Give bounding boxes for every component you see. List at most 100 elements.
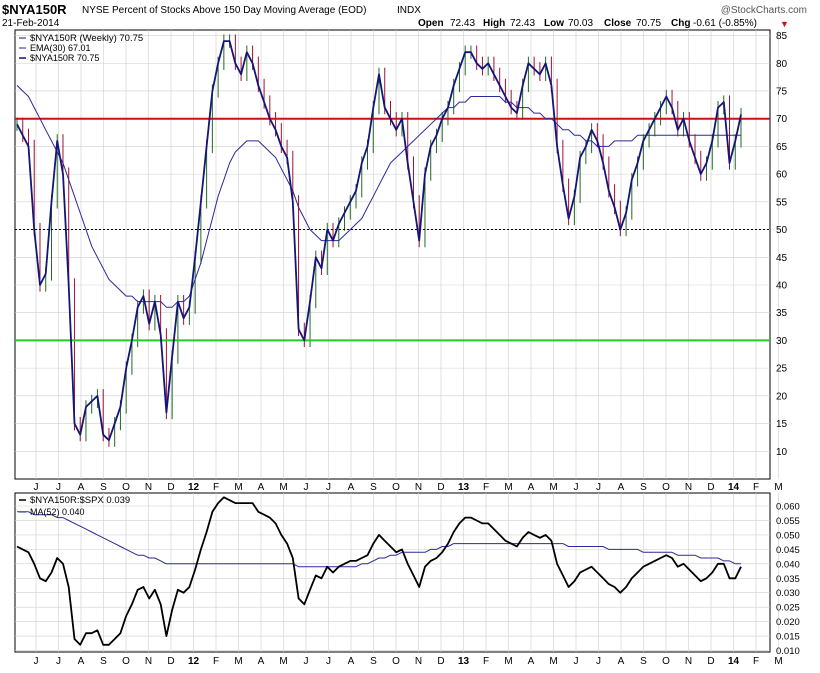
x-tick-label: J [34, 656, 39, 667]
x-tick-label: M [504, 656, 512, 667]
x-tick-label: J [56, 482, 61, 493]
close-value: 70.75 [636, 18, 661, 29]
high-label: High [483, 18, 505, 29]
price-line [16, 40, 742, 442]
x-tick-label: S [640, 656, 647, 667]
x-tick-label: A [348, 656, 355, 667]
y-tick-label: 85 [776, 31, 788, 42]
watermark: @StockCharts.com [721, 5, 807, 16]
x-tick-label: M [504, 482, 512, 493]
x-tick-label: N [145, 656, 152, 667]
x-tick-label: M [279, 656, 287, 667]
x-tick-label: F [483, 656, 489, 667]
x-tick-label: O [662, 656, 670, 667]
x-tick-label: M [774, 482, 782, 493]
reference-lines [15, 117, 770, 342]
x-tick-label: O [662, 482, 670, 493]
x-tick-label: S [370, 656, 377, 667]
price-y-axis: 10 15 20 25 30 35 40 45 50 55 60 65 70 75 80 85 [776, 31, 788, 458]
x-tick-label: D [437, 482, 444, 493]
chart-title: NYSE Percent of Stocks Above 150 Day Mov… [82, 5, 366, 16]
x-tick-label: A [258, 482, 265, 493]
y-tick-label: 0.010 [776, 646, 800, 657]
x-tick-label: F [213, 482, 219, 493]
price-panel [14, 29, 771, 480]
x-tick-label: S [100, 482, 107, 493]
chg-label: Chg [671, 18, 690, 29]
x-tick-label: 14 [728, 656, 740, 667]
x-tick-label: N [685, 482, 692, 493]
high-value: 72.43 [510, 18, 535, 29]
x-tick-label: 12 [188, 482, 200, 493]
y-tick-label: 0.060 [776, 502, 800, 513]
ratio-y-axis: 0.010 0.015 0.020 0.025 0.030 0.035 0.040 0.045… [776, 502, 800, 658]
x-tick-label: F [753, 482, 759, 493]
x-tick-label: F [213, 656, 219, 667]
y-tick-label: 60 [776, 170, 788, 181]
legend-entry: EMA(30) 67.01 [30, 43, 91, 53]
x-tick-label: J [56, 656, 61, 667]
price-legend: $NYA150R (Weekly) 70.75 EMA(30) 67.01 $N… [19, 33, 143, 63]
ratio-ma-line [17, 511, 741, 568]
price-series [16, 40, 742, 442]
legend-entry: $NYA150R:$SPX 0.039 [30, 495, 130, 506]
x-tick-label: M [549, 656, 557, 667]
x-tick-label: D [167, 482, 174, 493]
x-tick-label: F [483, 482, 489, 493]
x-tick-label: D [707, 656, 714, 667]
chg-down-arrow-icon: ▼ [780, 19, 789, 29]
y-tick-label: 0.050 [776, 530, 800, 541]
x-tick-label: M [774, 656, 782, 667]
x-tick-label: A [78, 656, 85, 667]
y-tick-label: 25 [776, 364, 788, 375]
chg-value: -0.61 (-0.85%) [693, 18, 757, 29]
y-tick-label: 15 [776, 419, 788, 430]
x-tick-label: N [685, 656, 692, 667]
y-tick-label: 0.015 [776, 632, 800, 643]
legend-entry: $NYA150R 70.75 [30, 53, 99, 63]
y-tick-label: 75 [776, 86, 788, 97]
x-tick-label: J [596, 482, 601, 493]
x-tick-label: S [100, 656, 107, 667]
x-tick-label: J [596, 656, 601, 667]
y-tick-label: 10 [776, 447, 788, 458]
chart-symbol: $NYA150R [2, 2, 67, 17]
y-tick-label: 35 [776, 308, 788, 319]
ratio-x-axis: J J A S O N D 12 F M A M J J A S O N D 13 F M A M J J A S O N D 14 F M [34, 656, 783, 667]
x-tick-label: A [348, 482, 355, 493]
chart-date: 21-Feb-2014 [2, 18, 60, 29]
x-tick-label: D [167, 656, 174, 667]
y-tick-label: 40 [776, 280, 788, 291]
y-tick-label: 0.055 [776, 516, 800, 527]
x-tick-label: S [640, 482, 647, 493]
x-tick-label: N [415, 482, 422, 493]
ratio-grid [15, 493, 779, 652]
x-tick-label: O [392, 656, 400, 667]
x-tick-label: 13 [458, 656, 470, 667]
x-tick-label: O [122, 656, 130, 667]
x-tick-label: 14 [728, 482, 740, 493]
x-tick-label: M [234, 656, 242, 667]
x-tick-label: A [618, 482, 625, 493]
ratio-series [16, 496, 742, 646]
x-tick-label: N [145, 482, 152, 493]
x-tick-label: A [258, 656, 265, 667]
x-tick-label: M [234, 482, 242, 493]
x-tick-label: O [122, 482, 130, 493]
x-tick-label: D [707, 482, 714, 493]
y-tick-label: 50 [776, 225, 788, 236]
y-tick-label: 65 [776, 142, 788, 153]
close-label: Close [604, 18, 632, 29]
open-value: 72.43 [450, 18, 475, 29]
x-tick-label: M [279, 482, 287, 493]
ema-line [16, 85, 741, 308]
y-tick-label: 0.045 [776, 545, 800, 556]
x-tick-label: J [574, 656, 579, 667]
y-tick-label: 0.035 [776, 574, 800, 585]
x-tick-label: A [528, 482, 535, 493]
y-tick-label: 80 [776, 59, 788, 70]
legend-entry: $NYA150R (Weekly) 70.75 [30, 33, 143, 44]
x-tick-label: 12 [188, 656, 200, 667]
